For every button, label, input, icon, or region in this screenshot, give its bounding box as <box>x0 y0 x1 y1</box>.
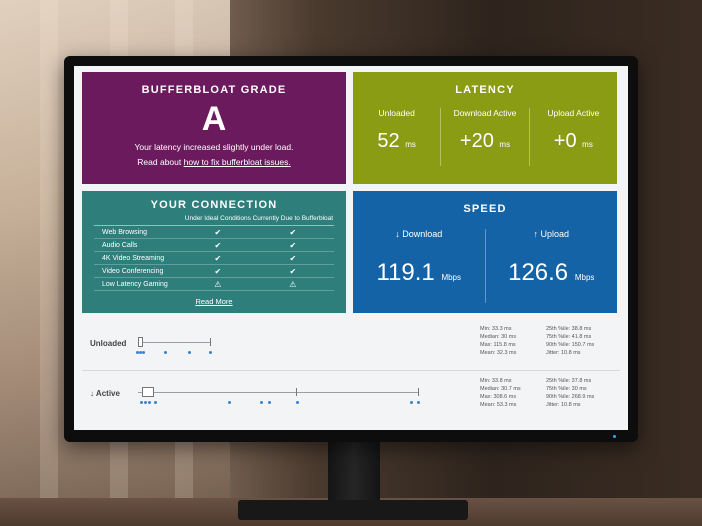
sample-dot <box>260 401 263 404</box>
read-about-prefix: Read about <box>137 157 184 167</box>
download-value: 119.1 Mbps <box>376 259 461 286</box>
check-icon: ✔ <box>184 225 252 239</box>
upload-value: 126.6 Mbps <box>508 259 595 286</box>
boxplot-whisker <box>210 338 211 346</box>
boxplot-box <box>142 387 154 397</box>
grade-read-about: Read about how to fix bufferbloat issues… <box>82 157 346 167</box>
check-icon: ✔ <box>184 251 252 265</box>
table-row: Web Browsing ✔ ✔ <box>94 225 334 239</box>
header-current: Currently Due to Bufferbloat <box>251 215 334 226</box>
check-icon: ✔ <box>184 264 252 278</box>
latency-value: 52 ms <box>377 130 416 152</box>
latency-unloaded: Unloaded 52 ms <box>353 108 442 166</box>
your-connection-card: YOUR CONNECTION Under Ideal Conditions C… <box>82 191 346 313</box>
header-blank <box>94 215 184 226</box>
table-row: 4K Video Streaming ✔ ✔ <box>94 251 334 265</box>
latency-card: LATENCY Unloaded 52 ms Download Active +… <box>353 72 617 184</box>
bufferbloat-grade-card: BUFFERBLOAT GRADE A Your latency increas… <box>82 72 346 184</box>
table-row: Video Conferencing ✔ ✔ <box>94 264 334 278</box>
connection-table: Under Ideal Conditions Currently Due to … <box>94 215 334 291</box>
warning-icon: ⚠ <box>184 277 252 291</box>
boxplot-track <box>138 342 210 343</box>
check-icon: ✔ <box>251 238 334 252</box>
sample-dot <box>268 401 271 404</box>
latency-value: +0 ms <box>553 130 593 152</box>
sample-dot <box>142 351 145 354</box>
read-more-link[interactable]: Read More <box>195 297 233 306</box>
monitor-base <box>238 500 468 520</box>
curtain-fold <box>40 0 58 526</box>
check-icon: ✔ <box>251 264 334 278</box>
monitor-stand <box>328 438 380 508</box>
latency-label: Upload Active <box>547 108 600 118</box>
results-grid: BUFFERBLOAT GRADE A Your latency increas… <box>82 72 620 313</box>
sample-dot <box>154 401 157 404</box>
grade-letter: A <box>201 100 227 138</box>
monitor: BUFFERBLOAT GRADE A Your latency increas… <box>64 56 638 442</box>
latency-download-active: Download Active +20 ms <box>441 108 530 166</box>
unloaded-stats-row: Unloaded Min: 33.3 ms Median: 30 ms Max:… <box>82 321 620 371</box>
sample-dot <box>296 401 299 404</box>
sample-dot <box>228 401 231 404</box>
screen: BUFFERBLOAT GRADE A Your latency increas… <box>74 66 628 430</box>
warning-icon: ⚠ <box>251 277 334 291</box>
unloaded-label: Unloaded <box>90 339 127 348</box>
check-icon: ✔ <box>251 251 334 265</box>
table-row: Audio Calls ✔ ✔ <box>94 238 334 252</box>
check-icon: ✔ <box>251 225 334 239</box>
boxplot-box <box>138 337 143 347</box>
speed-card: SPEED ↓ Download 119.1 Mbps ↑ Upload 126… <box>353 191 617 313</box>
fix-bufferbloat-link[interactable]: how to fix bufferbloat issues. <box>183 157 291 167</box>
sample-dot <box>140 401 143 404</box>
latency-stats: Unloaded Min: 33.3 ms Median: 30 ms Max:… <box>82 321 620 429</box>
latency-value: +20 ms <box>459 130 511 152</box>
sample-dot <box>139 351 142 354</box>
latency-label: Unloaded <box>378 108 415 118</box>
active-label: ↓ Active <box>90 389 120 398</box>
active-stats-right: 25th %ile: 37.8 ms 75th %ile: 30 ms 90th… <box>546 378 595 408</box>
grade-message: Your latency increased slightly under lo… <box>134 142 294 152</box>
sample-dot <box>148 401 151 404</box>
speed-title: SPEED <box>463 203 507 215</box>
sample-dot <box>410 401 413 404</box>
upload-speed: ↑ Upload 126.6 Mbps <box>486 229 618 303</box>
active-stats-left: Min: 33.8 ms Median: 30.7 ms Max: 308.6 … <box>480 378 521 408</box>
latency-title: LATENCY <box>455 84 515 96</box>
boxplot-track <box>138 392 418 393</box>
table-row: Low Latency Gaming ⚠ ⚠ <box>94 277 334 291</box>
unloaded-stats-left: Min: 33.3 ms Median: 30 ms Max: 115.8 ms… <box>480 326 517 356</box>
boxplot-whisker <box>418 388 419 396</box>
sample-dot <box>144 401 147 404</box>
grade-title: BUFFERBLOAT GRADE <box>141 84 287 96</box>
upload-label: ↑ Upload <box>533 229 570 239</box>
latency-columns: Unloaded 52 ms Download Active +20 ms Up… <box>353 108 617 166</box>
boxplot-marker <box>296 388 297 396</box>
connection-title: YOUR CONNECTION <box>150 199 278 211</box>
download-speed: ↓ Download 119.1 Mbps <box>353 229 486 303</box>
download-label: ↓ Download <box>395 229 443 239</box>
header-ideal: Under Ideal Conditions <box>184 215 252 226</box>
check-icon: ✔ <box>184 238 252 252</box>
sample-dot <box>188 351 191 354</box>
sample-dot <box>164 351 167 354</box>
latency-label: Download Active <box>453 108 517 118</box>
power-led <box>613 435 616 438</box>
sample-dot <box>136 351 139 354</box>
unloaded-stats-right: 25th %ile: 38.8 ms 75th %ile: 41.8 ms 90… <box>546 326 595 356</box>
sample-dot <box>209 351 212 354</box>
active-stats-row: ↓ Active Min: 33.8 ms Median: 30.7 ms <box>82 371 620 421</box>
latency-upload-active: Upload Active +0 ms <box>530 108 617 166</box>
sample-dot <box>417 401 420 404</box>
speed-columns: ↓ Download 119.1 Mbps ↑ Upload 126.6 Mbp… <box>353 229 617 303</box>
